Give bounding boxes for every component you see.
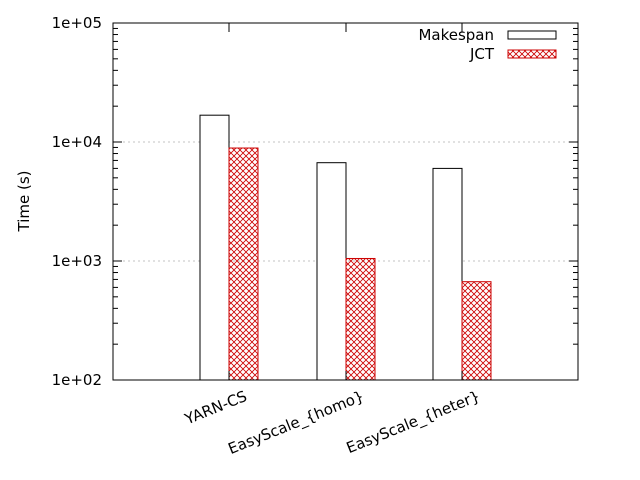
bar-makespan-1 — [316, 162, 347, 381]
x-tick-label: EasyScale_{heter} — [344, 387, 483, 458]
y-tick-label: 1e+04 — [52, 133, 102, 151]
bars — [199, 114, 492, 381]
legend-swatch-jct — [507, 49, 557, 59]
y-tick-label: 1e+05 — [52, 14, 102, 32]
bar-jct-2 — [461, 281, 492, 381]
bar-jct-0 — [228, 147, 259, 381]
bar-jct-1 — [345, 257, 376, 381]
bar-makespan-0 — [199, 114, 230, 381]
bar-makespan-2 — [432, 167, 463, 381]
y-axis: 1e+02 1e+03 1e+04 1e+05 — [52, 14, 578, 389]
legend-label-makespan: Makespan — [418, 26, 494, 44]
y-tick-label: 1e+02 — [52, 371, 102, 389]
legend-swatch-makespan — [507, 30, 557, 40]
y-axis-label: Time (s) — [15, 171, 33, 233]
legend-label-jct: JCT — [469, 45, 495, 63]
x-tick-label: YARN-CS — [181, 387, 249, 429]
y-tick-label: 1e+03 — [52, 252, 102, 270]
